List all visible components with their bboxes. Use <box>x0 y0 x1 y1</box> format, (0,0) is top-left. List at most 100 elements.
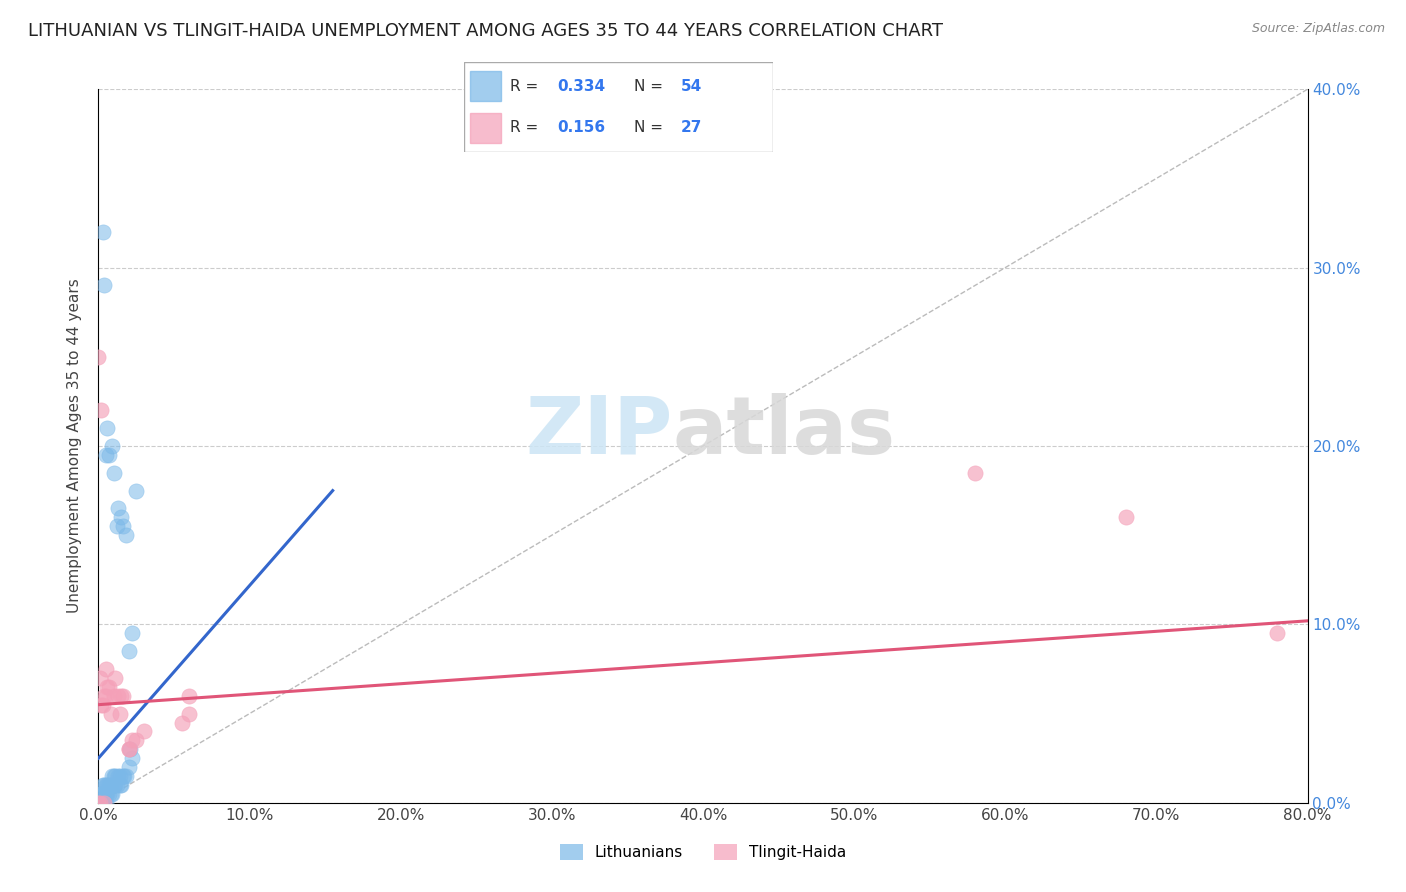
Point <box>1115 510 1137 524</box>
Point <box>98 787 121 801</box>
Point <box>91 778 114 792</box>
Point <box>94 689 117 703</box>
Point <box>104 769 127 783</box>
Point <box>93 278 115 293</box>
Point <box>125 483 148 498</box>
Point <box>89 796 111 810</box>
Y-axis label: Unemployment Among Ages 35 to 44 years: Unemployment Among Ages 35 to 44 years <box>67 278 83 614</box>
Point <box>101 787 124 801</box>
Point <box>87 796 110 810</box>
Text: 27: 27 <box>681 120 702 135</box>
Point <box>103 769 125 783</box>
Point <box>89 796 111 810</box>
Point <box>89 796 111 810</box>
Point <box>96 787 118 801</box>
Point <box>107 501 129 516</box>
Text: N =: N = <box>634 120 668 135</box>
Point <box>87 796 110 810</box>
Point <box>91 796 114 810</box>
Point <box>110 689 132 703</box>
Text: ZIP: ZIP <box>526 392 672 471</box>
Point <box>96 680 118 694</box>
Point <box>108 706 131 721</box>
Point <box>93 796 115 810</box>
Bar <box>470 113 501 143</box>
Point <box>96 778 118 792</box>
Point <box>125 733 148 747</box>
Point <box>114 769 136 783</box>
Point <box>105 519 128 533</box>
Text: 0.156: 0.156 <box>557 120 605 135</box>
Point <box>118 644 141 658</box>
Point <box>965 466 987 480</box>
Text: R =: R = <box>510 79 544 94</box>
Point <box>103 778 125 792</box>
Point <box>104 671 127 685</box>
Point <box>118 760 141 774</box>
Point <box>105 778 128 792</box>
Point <box>104 778 127 792</box>
Point <box>90 796 112 810</box>
Point <box>121 751 143 765</box>
Point <box>87 350 110 364</box>
Point <box>120 742 142 756</box>
Point <box>100 706 122 721</box>
Point <box>107 769 129 783</box>
Text: Source: ZipAtlas.com: Source: ZipAtlas.com <box>1251 22 1385 36</box>
Point <box>90 787 112 801</box>
Point <box>94 662 117 676</box>
Point <box>87 796 110 810</box>
Point <box>89 787 111 801</box>
Point <box>111 769 134 783</box>
Point <box>179 689 201 703</box>
Point <box>118 742 141 756</box>
Point <box>93 787 115 801</box>
Point <box>121 626 143 640</box>
Point <box>103 466 125 480</box>
Point <box>94 448 117 462</box>
Bar <box>470 71 501 101</box>
Point <box>94 787 117 801</box>
Point <box>101 769 124 783</box>
Text: R =: R = <box>510 120 544 135</box>
Point <box>118 742 141 756</box>
Point <box>91 225 114 239</box>
Point <box>107 689 129 703</box>
Point <box>110 778 132 792</box>
Text: 0.334: 0.334 <box>557 79 605 94</box>
Point <box>111 689 134 703</box>
Text: atlas: atlas <box>672 392 896 471</box>
Point <box>91 698 114 712</box>
Point <box>94 778 117 792</box>
Point <box>100 778 122 792</box>
Point <box>94 796 117 810</box>
Point <box>112 769 135 783</box>
Point <box>98 448 121 462</box>
Legend: Lithuanians, Tlingit-Haida: Lithuanians, Tlingit-Haida <box>554 838 852 866</box>
Point <box>108 769 131 783</box>
Text: LITHUANIAN VS TLINGIT-HAIDA UNEMPLOYMENT AMONG AGES 35 TO 44 YEARS CORRELATION C: LITHUANIAN VS TLINGIT-HAIDA UNEMPLOYMENT… <box>28 22 943 40</box>
Point <box>93 689 115 703</box>
Point <box>93 796 115 810</box>
Point <box>101 439 124 453</box>
Point <box>179 706 201 721</box>
Point <box>114 528 136 542</box>
Point <box>108 778 131 792</box>
Point <box>93 778 115 792</box>
Point <box>100 787 122 801</box>
Point <box>103 689 125 703</box>
Point <box>98 680 121 694</box>
Point <box>98 778 121 792</box>
Point <box>110 510 132 524</box>
Point <box>90 403 112 417</box>
Point <box>111 519 134 533</box>
Point <box>170 715 193 730</box>
Point <box>90 698 112 712</box>
Point <box>1267 626 1289 640</box>
Point <box>87 796 110 810</box>
Point <box>91 787 114 801</box>
Point <box>96 421 118 435</box>
Text: 54: 54 <box>681 79 702 94</box>
Point <box>132 724 155 739</box>
Point <box>89 671 111 685</box>
